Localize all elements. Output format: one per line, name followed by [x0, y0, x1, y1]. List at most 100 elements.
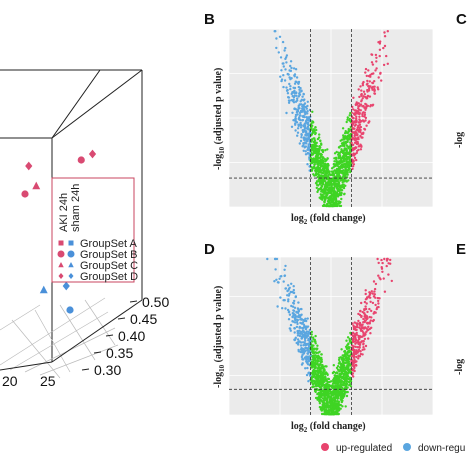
volcano-point: [373, 80, 376, 83]
volcano-point: [306, 363, 310, 366]
volcano-point: [284, 68, 287, 71]
volcano-point: [335, 410, 339, 413]
volcano-point: [285, 61, 288, 64]
volcano-point: [330, 204, 333, 208]
volcano-point: [307, 371, 310, 375]
volcano-point: [331, 390, 334, 393]
volcano-point: [316, 153, 320, 157]
volcano-point: [325, 403, 329, 406]
volcano-point: [305, 358, 308, 361]
volcano-point: [344, 130, 347, 133]
volcano-point: [355, 101, 358, 104]
volcano-point: [292, 309, 295, 312]
volcano-point: [347, 129, 350, 133]
volcano-point: [328, 198, 331, 201]
volcano-point: [362, 346, 365, 349]
volcano-point: [383, 31, 386, 34]
panel-label-d: D: [204, 241, 215, 258]
volcano-point: [301, 321, 305, 324]
volcano-point: [314, 168, 318, 171]
volcano-point: [338, 204, 341, 208]
volcano-point: [289, 60, 293, 63]
volcano-point: [283, 274, 287, 277]
volcano-point: [299, 114, 302, 117]
volcano-point: [321, 148, 324, 152]
volcano-point: [293, 314, 297, 318]
volcano-point: [290, 77, 293, 80]
volcano-point: [332, 364, 335, 367]
volcano-point: [366, 328, 369, 332]
volcano-point: [310, 126, 313, 130]
legend-up-label: up-regulated: [336, 443, 392, 454]
volcano-point: [369, 300, 372, 303]
volcano-point: [338, 175, 342, 178]
volcano-point: [354, 134, 358, 137]
volcano-point: [283, 268, 286, 271]
volcano-point: [309, 374, 312, 377]
volcano-point: [300, 89, 303, 92]
volcano-point: [292, 96, 296, 99]
volcano-point: [373, 287, 377, 291]
volcano-point: [308, 146, 311, 149]
volcano-point: [341, 127, 345, 130]
volcano-point: [321, 183, 325, 186]
volcano-point: [288, 99, 291, 103]
volcano-point: [332, 385, 336, 388]
volcano-point: [320, 412, 324, 416]
volcano-point: [346, 171, 349, 174]
volcano-point: [315, 379, 318, 382]
volcano-point: [288, 313, 292, 316]
volcano-point: [344, 382, 347, 385]
volcano-point: [363, 113, 367, 117]
volcano-point: [334, 197, 338, 200]
volcano-point: [315, 170, 318, 174]
volcano-point: [385, 54, 388, 58]
volcano-point: [328, 196, 332, 199]
volcano-point: [316, 161, 319, 164]
volcano-point: [332, 162, 336, 166]
volcano-point: [288, 76, 291, 79]
volcano-point: [298, 334, 302, 338]
volcano-point: [336, 178, 339, 182]
volcano-point: [370, 53, 373, 56]
volcano-point: [310, 138, 313, 142]
volcano-point: [334, 399, 337, 402]
volcano-point: [306, 334, 310, 337]
volcano-point: [301, 115, 304, 118]
volcano-point: [297, 342, 300, 346]
volcano-point: [336, 371, 339, 375]
volcano-point: [319, 398, 323, 402]
legend-down-swatch: [403, 443, 411, 451]
volcano-point: [367, 337, 370, 340]
volcano-point: [311, 348, 314, 351]
volcano-point: [288, 82, 291, 86]
volcano-point: [343, 170, 347, 174]
volcano-point: [306, 317, 309, 320]
volcano-point: [293, 94, 297, 97]
volcano-point: [330, 183, 333, 186]
volcano-point: [297, 95, 300, 98]
volcano-point: [359, 109, 362, 112]
volcano-point: [318, 133, 321, 136]
volcano-point: [292, 119, 295, 122]
volcano-point: [300, 355, 304, 359]
volcano-point: [292, 67, 296, 70]
volcano-point: [291, 111, 294, 115]
volcano-point: [327, 173, 330, 177]
volcano-point: [290, 125, 294, 128]
volcano-point: [352, 335, 356, 338]
volcano-point: [347, 349, 351, 352]
volcano-point: [344, 386, 347, 389]
volcano-point: [327, 410, 331, 413]
volcano-point: [301, 341, 305, 344]
volcano-point: [353, 369, 356, 373]
volcano-point: [345, 135, 348, 139]
volcano-point: [348, 337, 351, 341]
volcano-point: [296, 131, 300, 134]
floor-grid: [0, 297, 119, 379]
volcano-point: [339, 363, 343, 366]
volcano-point: [362, 327, 366, 330]
volcano-point: [341, 161, 344, 164]
volcano-point: [317, 392, 320, 395]
volcano-point: [340, 392, 344, 395]
